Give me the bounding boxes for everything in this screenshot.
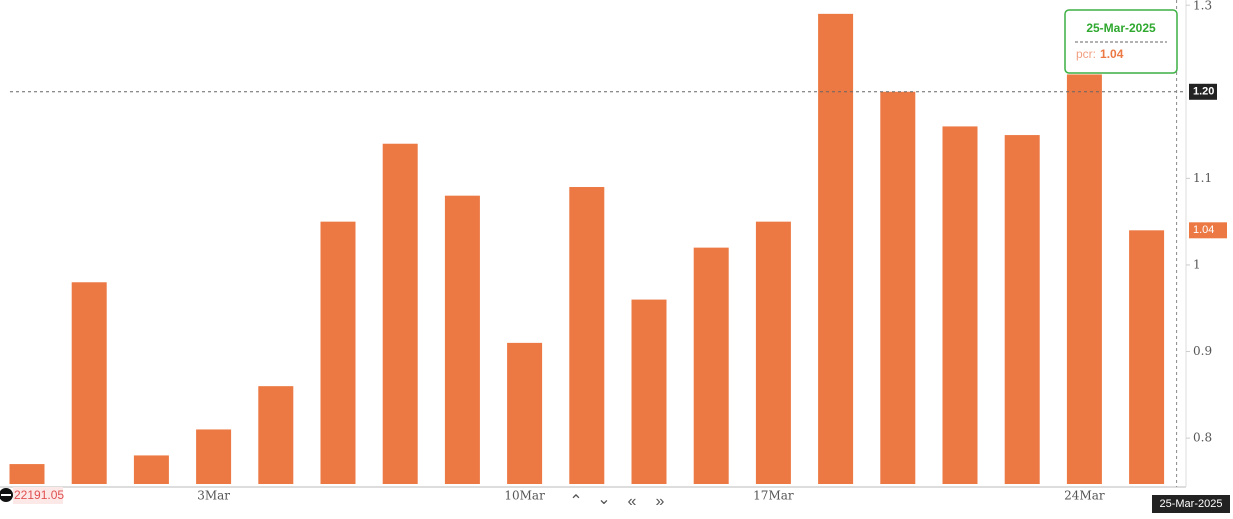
- bar: [1129, 230, 1165, 484]
- crosshair-x-label: 25-Mar-2025: [1160, 498, 1223, 510]
- tooltip-field: pcr:: [1076, 47, 1096, 61]
- tooltip-value: 1.04: [1100, 47, 1124, 61]
- nav-up[interactable]: ⌃: [569, 493, 582, 510]
- bar: [818, 13, 854, 485]
- bar: [382, 143, 418, 484]
- bar: [258, 386, 294, 484]
- bar: [507, 342, 543, 484]
- crosshair-y-label-bg: [1189, 83, 1217, 100]
- bar: [631, 299, 667, 484]
- x-tick-label: 24Mar: [1064, 489, 1105, 503]
- bar: [196, 429, 232, 484]
- bar: [569, 187, 605, 484]
- bar: [71, 282, 107, 484]
- nav-left[interactable]: «: [628, 493, 637, 510]
- x-tick-label: 10Mar: [504, 489, 545, 503]
- crosshair-y-label: 1.20: [1193, 86, 1214, 98]
- bar: [1066, 74, 1102, 484]
- y-tick-label: 1: [1193, 257, 1201, 271]
- bar: [444, 195, 480, 485]
- price-label-bg: [13, 487, 63, 504]
- bar: [693, 247, 729, 484]
- bar: [942, 126, 978, 485]
- y-tick-label: 1.3: [1193, 0, 1212, 13]
- x-tick-label: 3Mar: [197, 489, 230, 503]
- last-value-bg: [1189, 222, 1227, 239]
- tooltip-date: 25-Mar-2025: [1086, 21, 1156, 35]
- price-label: 22191.05: [14, 488, 64, 502]
- y-tick-label: 0.9: [1193, 344, 1212, 358]
- bar: [320, 221, 356, 484]
- y-tick-label: 0.8: [1193, 431, 1212, 445]
- bar: [1004, 135, 1040, 484]
- plot: [9, 13, 1165, 485]
- nav-down[interactable]: ⌄: [597, 491, 610, 508]
- crosshair-x-label-bg: [1152, 495, 1230, 513]
- bar: [133, 455, 169, 484]
- bar: [880, 91, 916, 485]
- remove-icon: [1, 494, 11, 496]
- bar: [755, 221, 791, 484]
- x-tick-label: 17Mar: [753, 489, 794, 503]
- bar: [9, 464, 45, 484]
- nav-right[interactable]: »: [656, 493, 665, 510]
- last-value-label: 1.04: [1193, 224, 1214, 236]
- nav-controls[interactable]: ⌃ ⌄ « »: [569, 491, 664, 510]
- y-tick-label: 1.1: [1193, 171, 1212, 185]
